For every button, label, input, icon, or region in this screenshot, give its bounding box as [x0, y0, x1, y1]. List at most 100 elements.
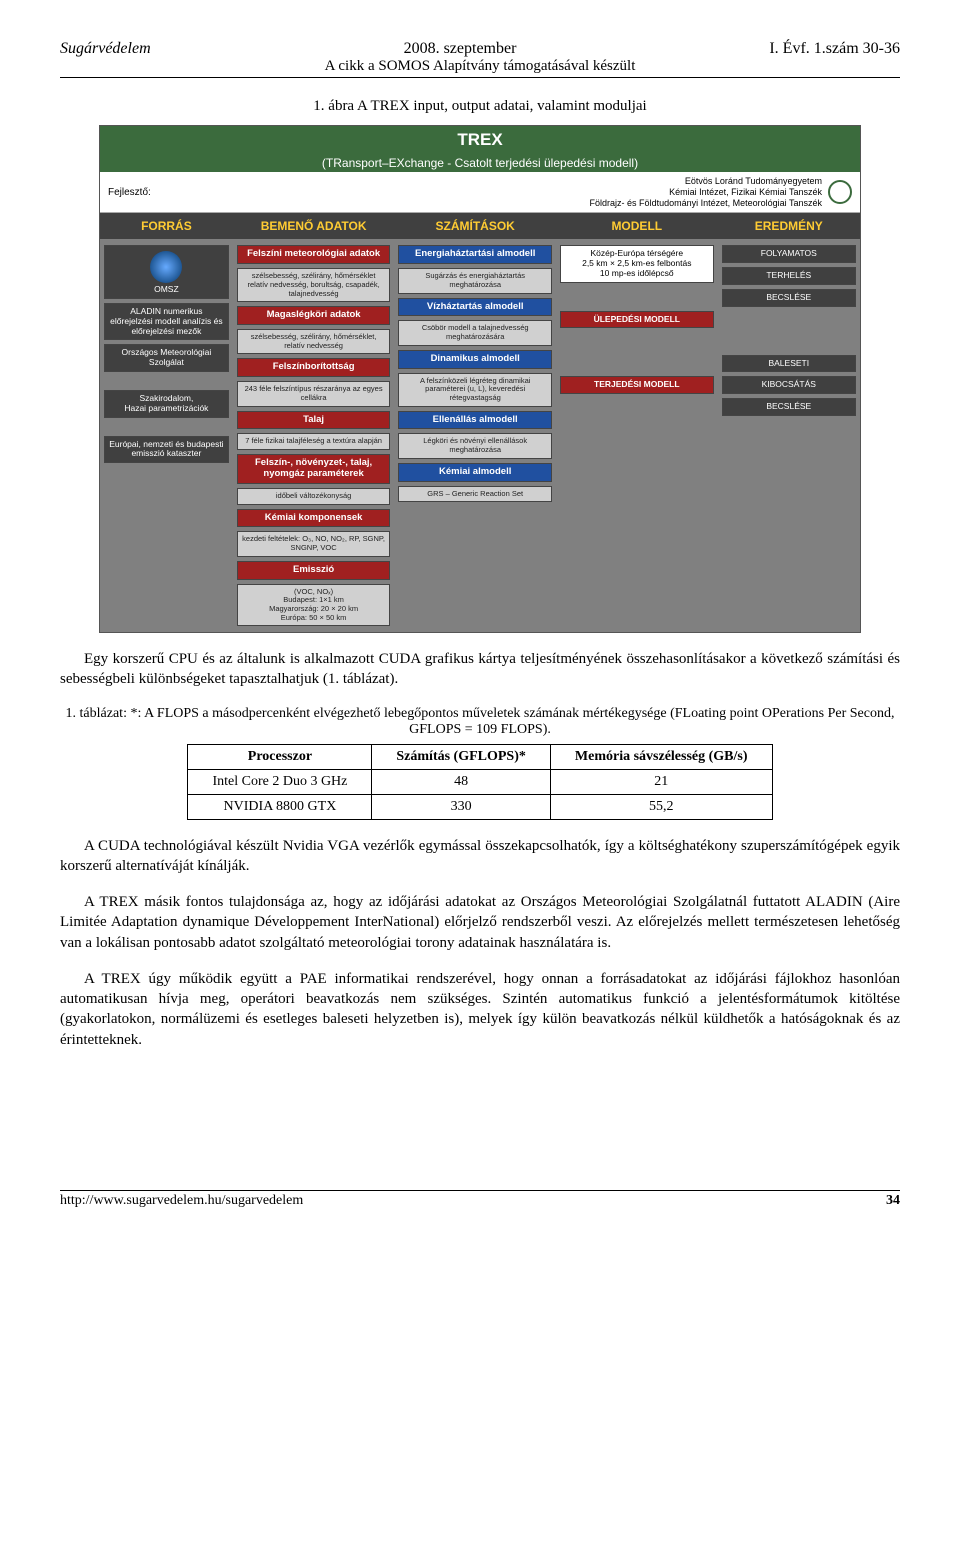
table-caption: 1. táblázat: *: A FLOPS a másodpercenkén…	[60, 706, 900, 738]
diagram-body: OMSZ ALADIN numerikus előrejelzési model…	[100, 239, 860, 632]
header-journal: Sugárvédelem	[60, 40, 151, 58]
model-deposition: ÜLEPEDÉSI MODELL	[560, 311, 714, 329]
input-r1t: Felszíni meteorológiai adatok	[242, 249, 386, 260]
figure-caption: 1. ábra A TREX input, output adatai, val…	[60, 98, 900, 115]
calc-c1t: Energiaháztartási almodell	[403, 249, 547, 260]
input-r4t: Talaj	[242, 415, 386, 426]
paragraph-3: A TREX másik fontos tulajdonsága az, hog…	[60, 892, 900, 953]
td: Intel Core 2 Duo 3 GHz	[188, 769, 372, 794]
source-aladin: ALADIN numerikus előrejelzési modell ana…	[104, 303, 229, 340]
calc-dynamic-sub: A felszínközeli légréteg dinamikai param…	[398, 373, 552, 407]
result-acc3: BECSLÉSE	[722, 398, 856, 416]
omsz-logo-icon	[150, 251, 182, 283]
col-header-result: EREDMÉNY	[718, 213, 860, 239]
input-surfaceparams-sub: időbeli változékonyság	[237, 488, 391, 505]
model-m3: TERJEDÉSI MODELL	[594, 379, 679, 389]
input-surface-met: Felszíni meteorológiai adatok	[237, 245, 391, 264]
input-landcover-sub: 243 féle felszíntípus részaránya az egye…	[237, 381, 391, 406]
paragraph-4: A TREX úgy működik együtt a PAE informat…	[60, 969, 900, 1050]
calc-resistance-sub: Légköri és növényi ellenállások meghatár…	[398, 433, 552, 458]
input-r6t: Kémiai komponensek	[242, 513, 386, 524]
paragraph-1: Egy korszerű CPU és az általunk is alkal…	[60, 649, 900, 690]
calc-energy: Energiaháztartási almodell	[398, 245, 552, 264]
paragraph-2: A CUDA technológiával készült Nvidia VGA…	[60, 836, 900, 877]
input-upper-air: Magaslégköri adatok	[237, 306, 391, 325]
developer-label: Fejlesztő:	[108, 187, 208, 198]
header-date: 2008. szeptember	[404, 40, 517, 58]
performance-table: Processzor Számítás (GFLOPS)* Memória sá…	[187, 744, 772, 820]
developer-row: Fejlesztő: Eötvös Loránd Tudományegyetem…	[100, 172, 860, 213]
th-gflops: Számítás (GFLOPS)*	[372, 744, 551, 769]
calc-c3t: Dinamikus almodell	[403, 354, 547, 365]
th-processor: Processzor	[188, 744, 372, 769]
model-domain: Közép-Európa térségére 2,5 km × 2,5 km-e…	[560, 245, 714, 282]
diagram-subtitle: (TRansport–EXchange - Csatolt terjedési …	[100, 154, 860, 172]
header-subtitle: A cikk a SOMOS Alapítvány támogatásával …	[60, 58, 900, 75]
input-landcover: Felszínborítottság	[237, 358, 391, 377]
university-logo-icon	[828, 180, 852, 204]
calc-column: Energiaháztartási almodell Sugárzás és e…	[394, 239, 556, 632]
result-acc2: KIBOCSÁTÁS	[722, 376, 856, 394]
input-r2t: Magaslégköri adatok	[242, 310, 386, 321]
calc-c4t: Ellenállás almodell	[403, 415, 547, 426]
footer-url: http://www.sugarvedelem.hu/sugarvedelem	[60, 1193, 303, 1209]
diagram-title: TREX	[100, 126, 860, 154]
calc-water: Vízháztartás almodell	[398, 298, 552, 317]
input-r7t: Emisszió	[242, 565, 386, 576]
td: 55,2	[550, 794, 772, 819]
calc-dynamic: Dinamikus almodell	[398, 350, 552, 369]
model-m2: ÜLEPEDÉSI MODELL	[594, 314, 680, 324]
header-rule	[60, 77, 900, 78]
page-footer: http://www.sugarvedelem.hu/sugarvedelem …	[60, 1190, 900, 1209]
input-surface-met-sub: szélsebesség, szélirány, hőmérséklet rel…	[237, 268, 391, 302]
input-emission: Emisszió	[237, 561, 391, 580]
table-header-row: Processzor Számítás (GFLOPS)* Memória sá…	[188, 744, 772, 769]
input-surfaceparams: Felszín-, növényzet-, talaj, nyomgáz par…	[237, 454, 391, 484]
source-column: OMSZ ALADIN numerikus előrejelzési model…	[100, 239, 233, 632]
calc-c2t: Vízháztartás almodell	[403, 302, 547, 313]
source-literature: Szakirodalom, Hazai parametrizációk	[104, 390, 229, 418]
td: 21	[550, 769, 772, 794]
calc-energy-sub: Sugárzás és energiaháztartás meghatározá…	[398, 268, 552, 293]
input-r3t: Felszínborítottság	[242, 362, 386, 373]
footer-page: 34	[886, 1193, 900, 1209]
calc-resistance: Ellenállás almodell	[398, 411, 552, 430]
source-omsz2: Országos Meteorológiai Szolgálat	[104, 344, 229, 372]
model-column: Közép-Európa térségére 2,5 km × 2,5 km-e…	[556, 239, 718, 632]
page-header: Sugárvédelem 2008. szeptember I. Évf. 1.…	[60, 40, 900, 58]
result-cont3: BECSLÉSE	[722, 289, 856, 307]
input-upper-air-sub: szélsebesség, szélirány, hőmérséklet, re…	[237, 329, 391, 354]
calc-chemical: Kémiai almodell	[398, 463, 552, 482]
table-row: Intel Core 2 Duo 3 GHz 48 21	[188, 769, 772, 794]
col-header-source: FORRÁS	[100, 213, 233, 239]
developer-text: Eötvös Loránd Tudományegyetem Kémiai Int…	[208, 176, 822, 208]
input-r5t: Felszín-, növényzet-, talaj, nyomgáz par…	[242, 458, 386, 480]
calc-water-sub: Csöbör modell a talajnedvesség meghatáro…	[398, 320, 552, 345]
source-omsz-label: OMSZ	[109, 285, 224, 295]
source-lit2: Hazai parametrizációk	[109, 404, 224, 414]
td: 48	[372, 769, 551, 794]
input-emission-sub: (VOC, NOₓ) Budapest: 1×1 km Magyarország…	[237, 584, 391, 627]
result-cont2: TERHELÉS	[722, 267, 856, 285]
input-chem: Kémiai komponensek	[237, 509, 391, 528]
input-chem-sub: kezdeti feltételek: O₃, NO, NO₂, RP, SGN…	[237, 531, 391, 556]
input-soil-sub: 7 féle fizikai talajféleség a textúra al…	[237, 433, 391, 450]
calc-chemical-sub: GRS – Generic Reaction Set	[398, 486, 552, 503]
td: NVIDIA 8800 GTX	[188, 794, 372, 819]
source-emission: Európai, nemzeti és budapesti emisszió k…	[104, 436, 229, 464]
col-header-model: MODELL	[556, 213, 718, 239]
result-cont1: FOLYAMATOS	[722, 245, 856, 263]
td: 330	[372, 794, 551, 819]
input-soil: Talaj	[237, 411, 391, 430]
model-transport: TERJEDÉSI MODELL	[560, 376, 714, 394]
col-header-calc: SZÁMÍTÁSOK	[394, 213, 556, 239]
col-header-input: BEMENŐ ADATOK	[233, 213, 395, 239]
header-issue: I. Évf. 1.szám 30-36	[769, 40, 900, 58]
result-acc1: BALESETI	[722, 355, 856, 373]
trex-diagram: TREX (TRansport–EXchange - Csatolt terje…	[99, 125, 861, 633]
diagram-column-headers: FORRÁS BEMENŐ ADATOK SZÁMÍTÁSOK MODELL E…	[100, 213, 860, 239]
source-omsz: OMSZ	[104, 245, 229, 299]
th-bandwidth: Memória sávszélesség (GB/s)	[550, 744, 772, 769]
table-row: NVIDIA 8800 GTX 330 55,2	[188, 794, 772, 819]
result-column: FOLYAMATOS TERHELÉS BECSLÉSE BALESETI KI…	[718, 239, 860, 632]
